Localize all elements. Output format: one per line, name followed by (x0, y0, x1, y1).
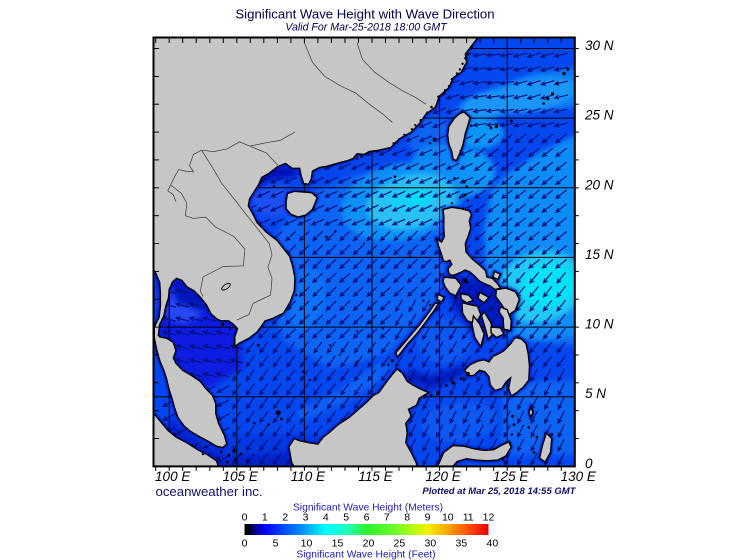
svg-text:15: 15 (332, 538, 344, 550)
svg-text:5 N: 5 N (585, 386, 606, 401)
svg-text:Significant Wave Height (Feet): Significant Wave Height (Feet) (296, 550, 435, 560)
svg-text:125 E: 125 E (493, 469, 529, 484)
svg-text:10: 10 (442, 512, 454, 524)
svg-text:20 N: 20 N (584, 177, 614, 192)
svg-text:30 N: 30 N (585, 38, 614, 53)
svg-text:35: 35 (456, 538, 468, 550)
svg-text:8: 8 (404, 512, 410, 524)
svg-text:6: 6 (364, 512, 370, 524)
svg-text:1: 1 (262, 512, 268, 524)
svg-text:5: 5 (273, 538, 279, 550)
svg-text:5: 5 (343, 512, 349, 524)
svg-text:30: 30 (425, 538, 437, 550)
svg-text:7: 7 (384, 512, 390, 524)
svg-text:15 N: 15 N (585, 247, 614, 262)
svg-text:0: 0 (242, 538, 248, 550)
svg-text:11: 11 (463, 512, 474, 524)
svg-text:Significant Wave Height (Meter: Significant Wave Height (Meters) (293, 503, 443, 514)
svg-text:130 E: 130 E (561, 469, 597, 484)
svg-text:120 E: 120 E (425, 469, 461, 484)
svg-text:Plotted at Mar 25, 2018 14:55: Plotted at Mar 25, 2018 14:55 GMT (422, 486, 576, 497)
svg-text:10: 10 (301, 538, 313, 550)
svg-text:0: 0 (242, 512, 248, 524)
svg-text:Valid For Mar-25-2018 18:00 GM: Valid For Mar-25-2018 18:00 GMT (285, 22, 448, 34)
svg-text:10 N: 10 N (585, 317, 614, 332)
svg-text:25 N: 25 N (584, 108, 614, 123)
svg-text:oceanweather inc.: oceanweather inc. (156, 484, 263, 499)
svg-text:Significant Wave Height with W: Significant Wave Height with Wave Direct… (235, 7, 494, 22)
svg-text:9: 9 (425, 512, 431, 524)
svg-text:0: 0 (585, 456, 593, 471)
svg-text:40: 40 (487, 538, 499, 550)
svg-text:4: 4 (323, 512, 329, 524)
svg-text:115 E: 115 E (358, 469, 393, 484)
svg-text:20: 20 (363, 538, 375, 550)
svg-text:110 E: 110 E (291, 469, 326, 484)
svg-text:12: 12 (483, 512, 495, 524)
svg-text:25: 25 (394, 538, 406, 550)
svg-text:105 E: 105 E (223, 469, 259, 484)
svg-text:100 E: 100 E (155, 469, 191, 484)
svg-text:2: 2 (282, 512, 288, 524)
svg-text:3: 3 (303, 512, 309, 524)
